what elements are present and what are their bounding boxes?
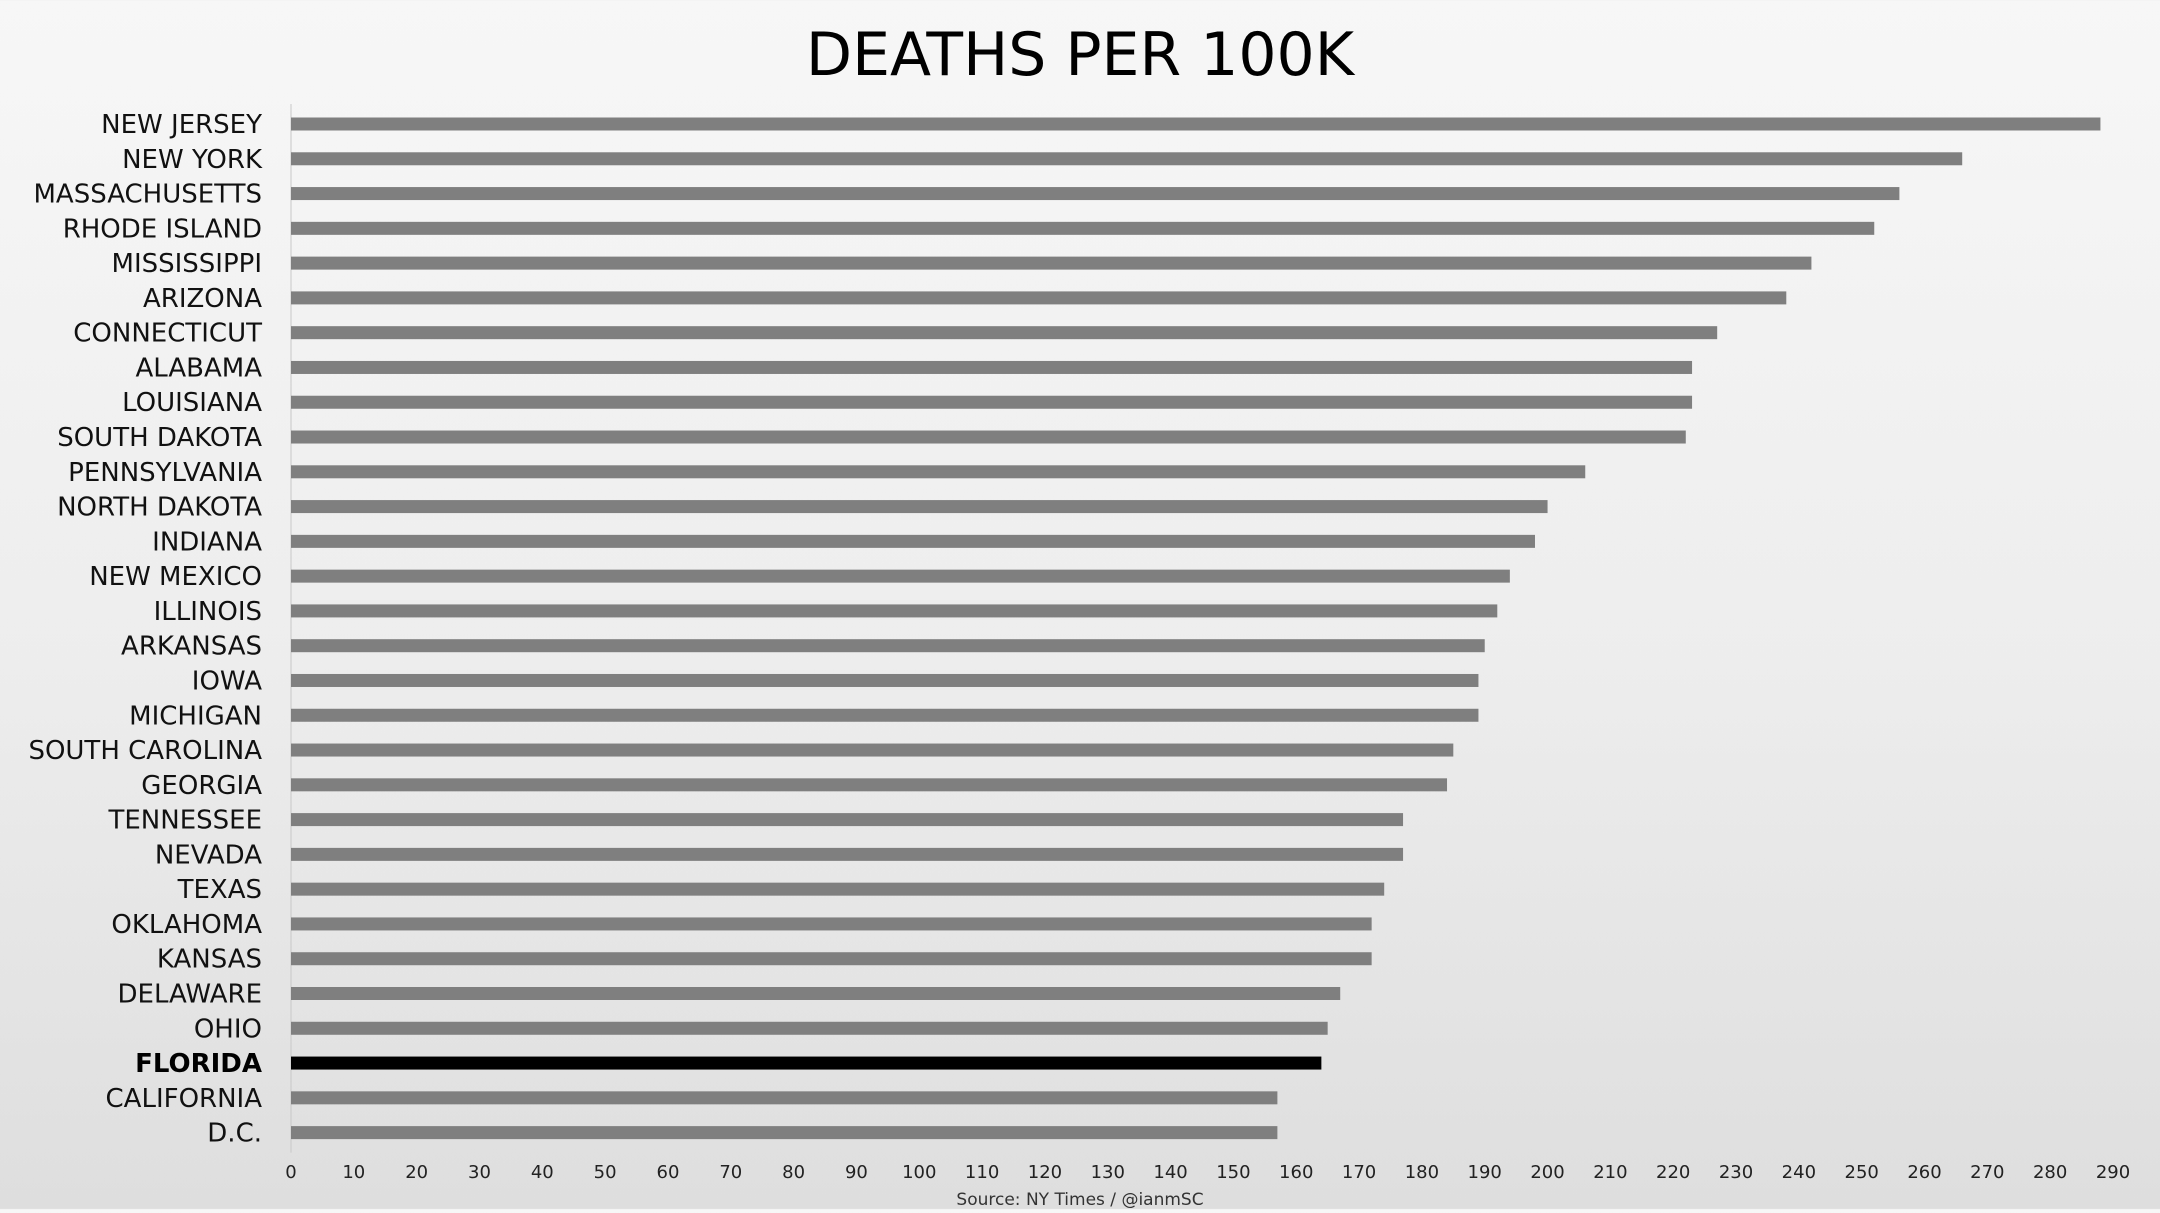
source-note: Source: NY Times / @ianmSC: [956, 1190, 1203, 1209]
bar: [291, 1126, 1278, 1140]
bar: [291, 1091, 1278, 1105]
bar: [291, 152, 1963, 166]
category-labels: NEW JERSEY NEW YORK MASSACHUSETTS RHODE ISL…: [28, 110, 263, 1149]
category-label: MISSISSIPPI: [112, 249, 262, 279]
bar: [291, 952, 1372, 966]
x-tick-label: 10: [342, 1162, 365, 1183]
x-tick-label: 260: [1907, 1162, 1941, 1183]
x-tick-label: 140: [1153, 1162, 1187, 1183]
x-tick-label: 50: [594, 1162, 617, 1183]
bar: [291, 256, 1812, 270]
bar: [291, 813, 1404, 827]
x-tick-label: 240: [1782, 1162, 1816, 1183]
category-label: TEXAS: [177, 875, 262, 905]
bar: [291, 708, 1479, 722]
bar: [291, 847, 1404, 861]
category-label: SOUTH DAKOTA: [57, 423, 262, 453]
x-tick-label: 70: [719, 1162, 742, 1183]
x-tick-label: 200: [1530, 1162, 1564, 1183]
bar: [291, 430, 1686, 444]
category-label: NORTH DAKOTA: [57, 493, 262, 523]
category-label: ILLINOIS: [154, 597, 262, 627]
category-label: D.C.: [207, 1119, 262, 1149]
bar: [291, 187, 1900, 201]
category-label: PENNSYLVANIA: [68, 458, 262, 488]
x-tick-label: 130: [1091, 1162, 1125, 1183]
x-tick-label: 180: [1405, 1162, 1439, 1183]
bar: [291, 673, 1479, 687]
category-label: ARKANSAS: [121, 632, 262, 662]
category-label: NEW YORK: [122, 145, 263, 175]
x-tick-label: 270: [1970, 1162, 2004, 1183]
category-label: NEVADA: [155, 840, 262, 870]
x-tick-label: 120: [1028, 1162, 1062, 1183]
x-tick-label: 110: [965, 1162, 999, 1183]
bar: [291, 326, 1718, 340]
bar: [291, 291, 1787, 305]
x-tick-label: 0: [285, 1162, 296, 1183]
category-label: TENNESSEE: [108, 806, 263, 836]
x-tick-label: 210: [1593, 1162, 1627, 1183]
chart-title: DEATHS PER 100K: [806, 20, 1356, 90]
bar: [291, 360, 1693, 374]
bar: [291, 639, 1485, 653]
bar: [291, 221, 1875, 235]
category-label: OKLAHOMA: [111, 910, 262, 940]
bar: [291, 1021, 1328, 1035]
bar: [291, 778, 1448, 792]
category-label: DELAWARE: [118, 980, 262, 1010]
category-label: ALABAMA: [136, 353, 263, 383]
bar: [291, 395, 1693, 409]
bar: [291, 987, 1341, 1000]
x-tick-label: 170: [1342, 1162, 1376, 1183]
x-tick-label: 20: [405, 1162, 428, 1183]
category-label: SOUTH CAROLINA: [28, 736, 262, 766]
bar: [291, 534, 1535, 548]
x-tick-label: 30: [468, 1162, 491, 1183]
category-label: MICHIGAN: [129, 701, 262, 731]
category-label: OHIO: [194, 1014, 262, 1044]
x-tick-label: 40: [531, 1162, 554, 1183]
x-tick-label: 290: [2096, 1162, 2130, 1183]
x-tick-label: 160: [1279, 1162, 1313, 1183]
x-tick-label: 190: [1468, 1162, 1502, 1183]
x-tick-label: 100: [902, 1162, 936, 1183]
x-tick-label: 90: [845, 1162, 868, 1183]
bar: [291, 743, 1454, 757]
x-tick-label: 280: [2033, 1162, 2067, 1183]
category-label: ARIZONA: [143, 284, 262, 314]
category-label: IOWA: [192, 666, 262, 696]
x-tick-label: 250: [1845, 1162, 1879, 1183]
category-label: CALIFORNIA: [106, 1084, 263, 1114]
bar: [291, 917, 1372, 931]
x-tick-label: 150: [1216, 1162, 1250, 1183]
x-tick-label: 220: [1656, 1162, 1690, 1183]
category-label: GEORGIA: [141, 771, 262, 801]
category-label: CONNECTICUT: [73, 319, 262, 349]
bar: [291, 117, 2101, 131]
category-label: NEW JERSEY: [101, 110, 262, 140]
category-label: LOUISIANA: [122, 388, 262, 418]
bar: [291, 882, 1385, 896]
category-label: KANSAS: [157, 945, 262, 975]
bar: [291, 500, 1548, 514]
x-axis-ticks: 0 10 20 30 40 50 60 70 80 90 100 110 120 130 140 150 160…: [285, 1162, 2130, 1183]
category-label: MASSACHUSETTS: [33, 180, 262, 210]
bar: [291, 604, 1498, 618]
category-label: INDIANA: [152, 527, 262, 557]
category-label: NEW MEXICO: [89, 562, 262, 592]
category-label: RHODE ISLAND: [63, 214, 262, 244]
bars-group: [290, 104, 2101, 1153]
bar: [291, 569, 1510, 583]
bar: [291, 1056, 1322, 1070]
category-label: FLORIDA: [135, 1049, 262, 1079]
bar: [291, 465, 1586, 479]
x-tick-label: 80: [782, 1162, 805, 1183]
x-tick-label: 230: [1719, 1162, 1753, 1183]
x-tick-label: 60: [657, 1162, 680, 1183]
